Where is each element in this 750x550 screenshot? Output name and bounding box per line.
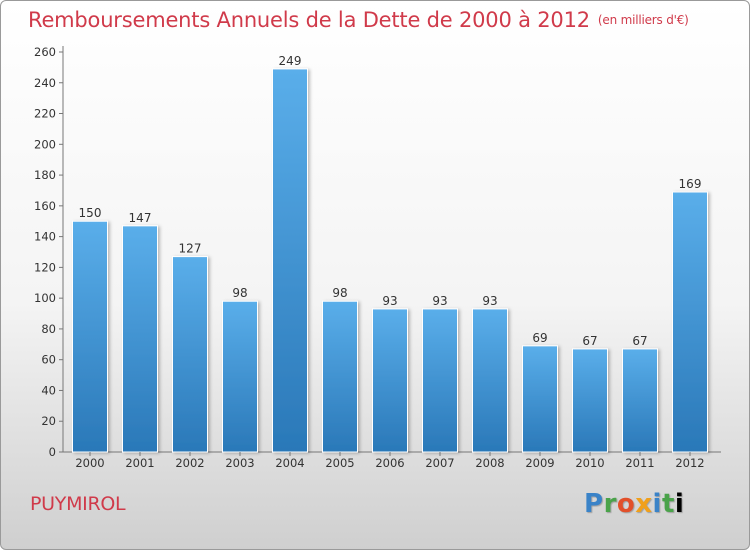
x-tick-label: 2005	[325, 456, 354, 470]
bar-value-label: 67	[632, 334, 647, 348]
x-tick-label: 2008	[475, 456, 504, 470]
bar-value-label: 98	[332, 286, 347, 300]
bar-2011	[622, 348, 658, 453]
title-text: Remboursements Annuels de la Dette de 20…	[28, 8, 590, 32]
y-tick-label: 40	[41, 383, 56, 397]
bar-value-label: 98	[232, 286, 247, 300]
bar-value-label: 93	[432, 294, 447, 308]
bar-value-label: 93	[382, 294, 397, 308]
x-tick-label: 2001	[125, 456, 154, 470]
logo-letter: o	[616, 489, 636, 519]
y-tick-label: 120	[34, 260, 56, 274]
city-name: PUYMIROL	[30, 493, 126, 515]
x-tick-label: 2000	[75, 456, 104, 470]
x-tick-label: 2011	[625, 456, 654, 470]
proxiti-logo: Proxiti	[584, 489, 684, 519]
bar-2010	[572, 348, 608, 453]
y-tick-label: 20	[41, 414, 56, 428]
x-tick-label: 2002	[175, 456, 204, 470]
x-tick-label: 2003	[225, 456, 254, 470]
bar-value-label: 150	[79, 206, 102, 220]
y-tick-label: 100	[34, 291, 56, 305]
bar-2003	[222, 300, 258, 453]
bar-2006	[372, 308, 408, 453]
y-tick-label: 200	[34, 137, 56, 151]
y-tick-label: 180	[34, 168, 56, 182]
y-tick-label: 140	[34, 230, 56, 244]
bar-value-label: 69	[532, 331, 547, 345]
bar-2007	[422, 308, 458, 453]
bar-2005	[322, 300, 358, 453]
x-tick-label: 2004	[275, 456, 304, 470]
y-tick-label: 60	[41, 353, 56, 367]
bar-value-label: 169	[679, 177, 702, 191]
logo-letter: i	[674, 489, 685, 519]
bar-value-label: 127	[179, 242, 202, 256]
logo-letter: r	[603, 489, 617, 519]
x-tick-label: 2010	[575, 456, 604, 470]
bar-2009	[522, 345, 558, 453]
y-tick-label: 80	[41, 322, 56, 336]
y-tick-label: 0	[49, 445, 56, 459]
chart-title: Remboursements Annuels de la Dette de 20…	[28, 8, 689, 32]
y-tick-label: 260	[34, 45, 56, 59]
x-tick-label: 2007	[425, 456, 454, 470]
bar-value-label: 249	[279, 54, 302, 68]
x-tick-label: 2012	[675, 456, 704, 470]
x-tick-label: 2006	[375, 456, 404, 470]
logo-letter: P	[584, 489, 604, 519]
bar-2000	[72, 220, 108, 453]
x-tick-label: 2009	[525, 456, 554, 470]
bar-2012	[672, 191, 708, 453]
bar-value-label: 67	[582, 334, 597, 348]
unit-note: (en milliers d'€)	[597, 13, 689, 27]
bar-value-label: 147	[129, 211, 152, 225]
bar-2001	[122, 225, 158, 453]
bar-2008	[472, 308, 508, 453]
y-tick-label: 220	[34, 107, 56, 121]
bar-2004	[272, 68, 308, 453]
bar-value-label: 93	[482, 294, 497, 308]
bar-2002	[172, 256, 208, 453]
y-tick-label: 240	[34, 76, 56, 90]
y-tick-label: 160	[34, 199, 56, 213]
logo-letter: t	[661, 489, 675, 519]
logo-letter: x	[635, 489, 653, 519]
logo-letter: i	[652, 489, 662, 519]
